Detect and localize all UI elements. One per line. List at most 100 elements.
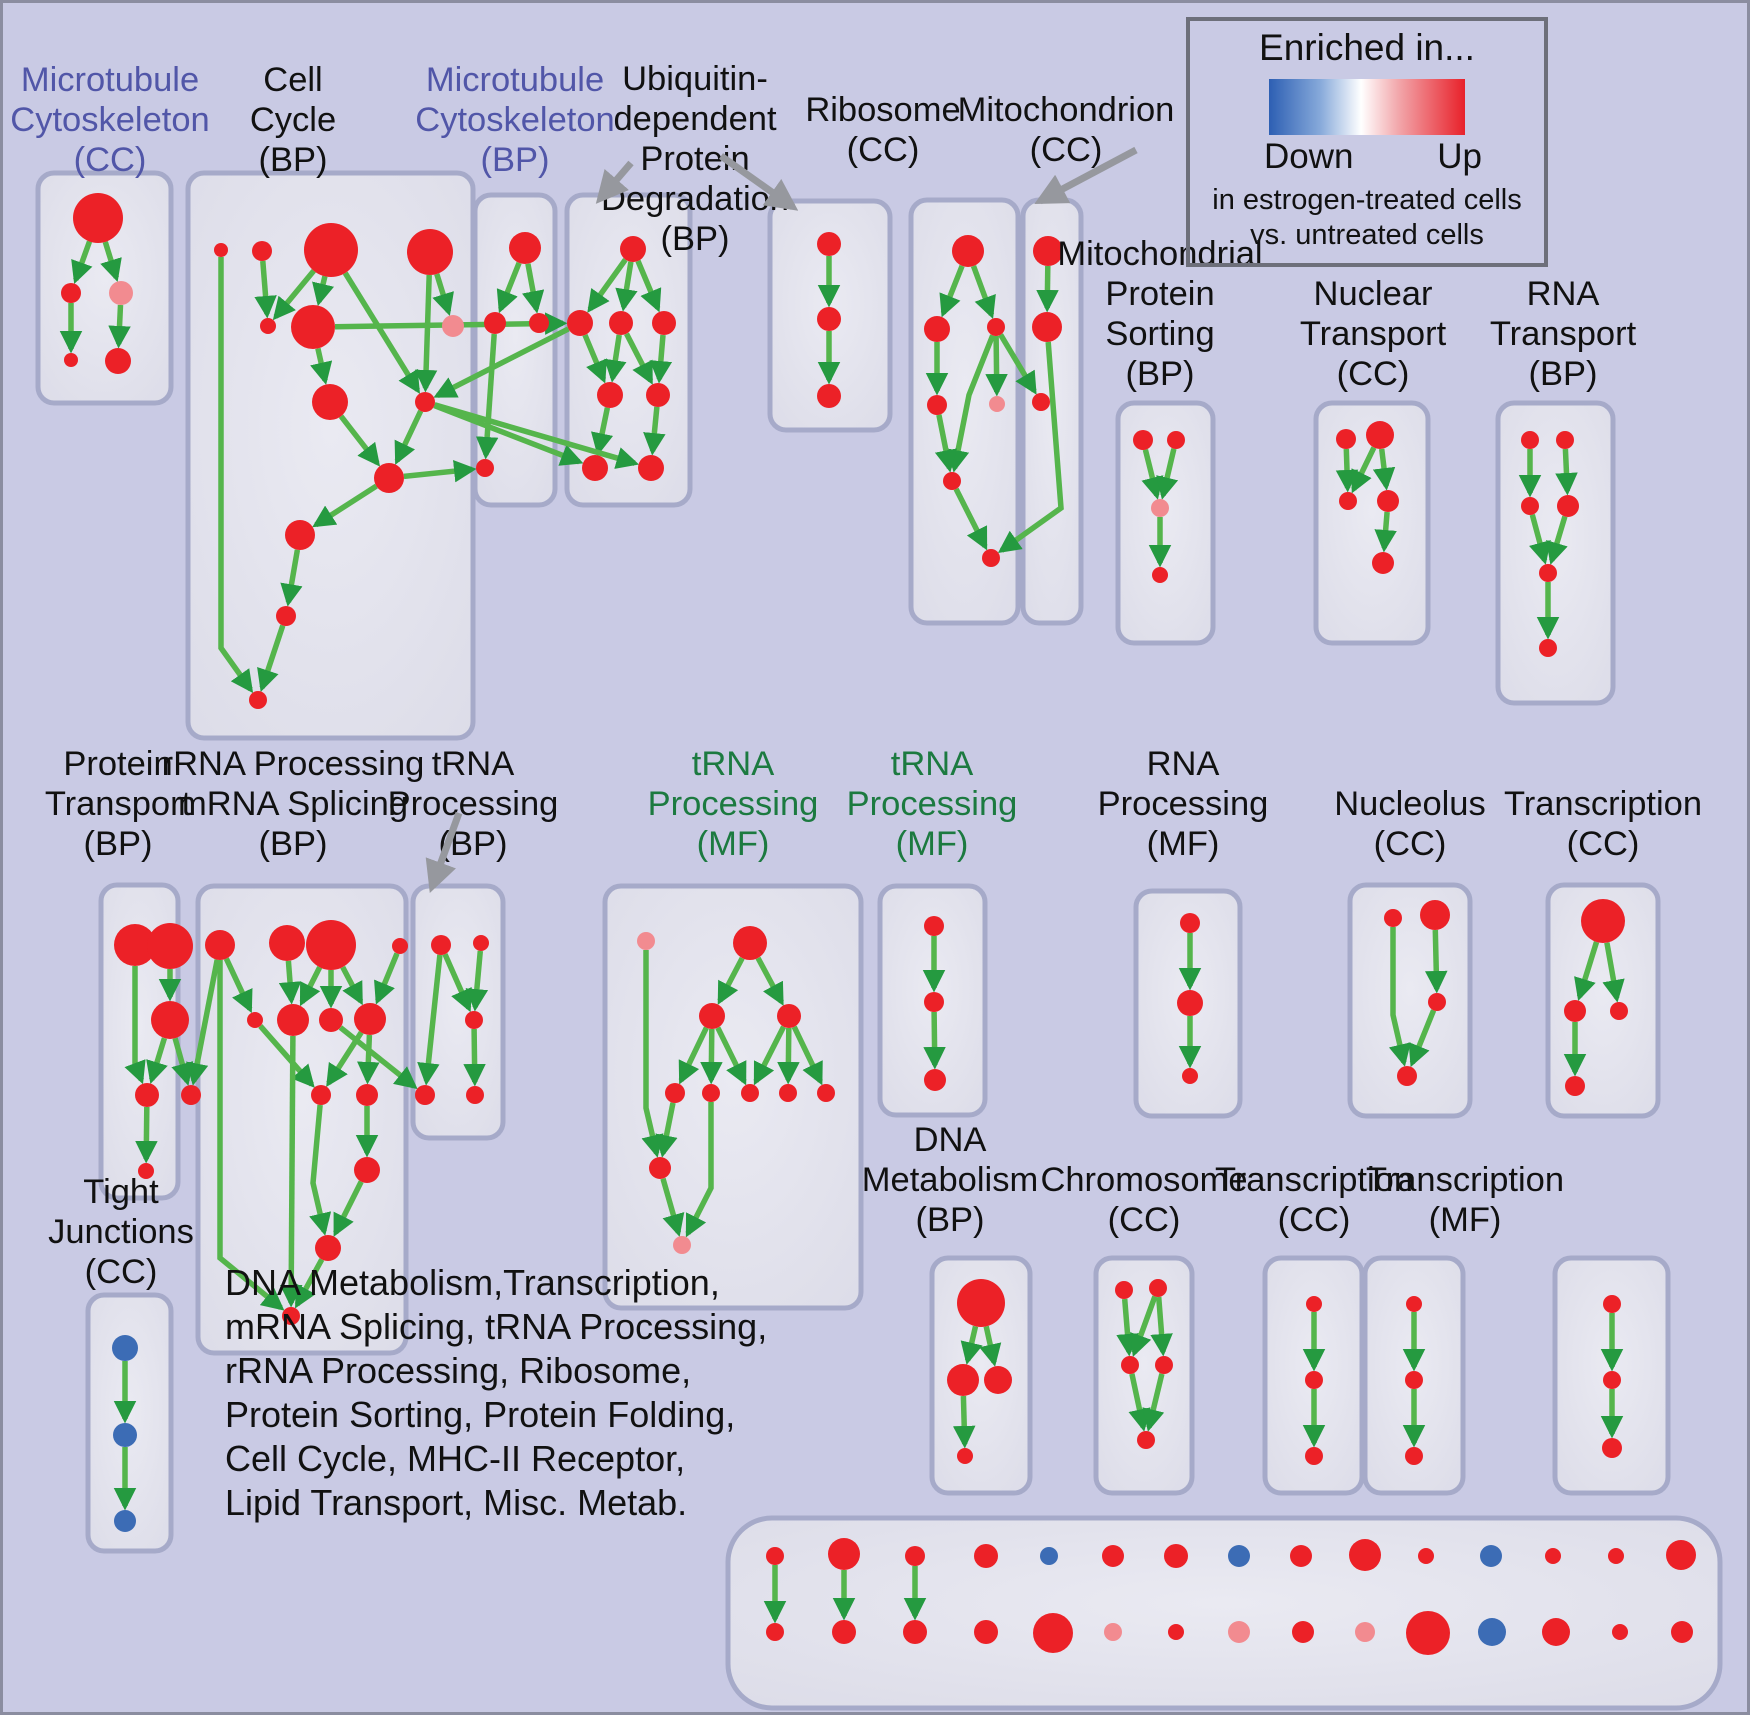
misc-note-line: mRNA Splicing, tRNA Processing, [225,1306,768,1347]
edge-arrow [939,264,965,318]
go-node-trna-processing-mf-1-10 [673,1236,691,1254]
go-node-microtubule-bp-0 [509,232,541,264]
cluster-label-transcription-cc-lower-line0: Transcription [1215,1161,1413,1199]
go-node-trna-processing-mf-2-1 [924,992,944,1012]
edge-arrow [1351,446,1377,494]
cluster-label-trna-processing-bp-line0: tRNA [432,745,514,783]
edge-arrow [475,333,499,460]
go-node-ubiquitin-degradation-b-2 [817,384,841,408]
cluster-label-microtubule-cc-line1: Cytoskeleton [10,101,209,139]
legend-title: Enriched in... [1259,27,1475,68]
go-node-mixed-strip-29 [1671,1621,1693,1643]
cluster-label-rna-transport-line0: RNA [1527,275,1600,313]
go-node-protein-transport-1 [147,923,193,969]
cluster-label-trna-processing-bp-line1: Processing [388,785,559,823]
go-node-rna-transport-3 [1557,495,1579,517]
edge-arrow [717,956,745,1005]
cluster-label-rrna-processing-mrna-splicing-line2: (BP) [259,825,328,863]
cluster-label-ubiquitin-label-line2: Protein [640,140,749,178]
edge-arrow [272,269,316,321]
go-node-protein-transport-2 [151,1001,189,1039]
go-node-transcription-cc-lower-0 [1306,1296,1322,1312]
go-node-cell-cycle-9 [374,463,404,493]
legend: Enriched in... Down Up in estrogen-treat… [1186,17,1548,267]
go-node-rna-processing-mf-0 [1180,913,1200,933]
go-node-nuclear-transport-2 [1339,492,1357,510]
go-node-cell-cycle-10 [285,520,315,550]
go-node-nucleolus-1 [1420,900,1450,930]
go-node-ribosome-2 [987,318,1005,336]
cluster-label-dna-metabolism-line1: Metabolism [862,1161,1038,1199]
edges [59,240,1625,1624]
go-node-nuclear-transport-3 [1377,490,1399,512]
edge-arrow [643,406,666,456]
go-node-nucleolus-3 [1397,1066,1417,1086]
go-node-cell-cycle-12 [249,691,267,709]
label-pointer-arrow [425,811,463,894]
go-node-trna-processing-mf-1-5 [702,1084,720,1102]
edge-arrow [218,257,254,694]
go-node-nucleolus-0 [1384,909,1402,927]
edge-arrow [442,953,472,1013]
edge-arrow [1425,929,1448,994]
edge-arrow [715,1026,747,1086]
go-node-transcription-mf-lower-2-0 [1603,1295,1621,1313]
edge-arrow [100,241,122,283]
go-node-trna-processing-bp-0 [431,935,451,955]
go-node-trna-processing-mf-2-2 [924,1069,946,1091]
cluster-label-mitochondrion-line0: Mitochondrion [958,91,1175,129]
cluster-label-transcription-mf-lower-line0: Transcription [1366,1161,1564,1199]
edge-arrow [374,952,400,1005]
edge-arrow [660,1177,685,1237]
edge-arrow [342,271,420,394]
go-network-figure: MicrotubuleCytoskeleton(CC)CellCycle(BP)… [10,60,1723,1711]
go-node-rrna-processing-mrna-splicing-10 [354,1157,380,1183]
go-node-cell-cycle-8 [415,392,435,412]
edge-arrow [985,335,1008,397]
go-node-ubiquitin-degradation-a-5 [646,383,670,407]
cluster-label-mitochondrial-protein-sorting-line2: Sorting [1105,315,1214,353]
edge-arrow [655,1102,678,1158]
cluster-label-trna-processing-mf-1-line0: tRNA [692,745,774,783]
go-node-rrna-processing-mrna-splicing-8 [311,1085,331,1105]
cluster-label-rna-transport-line1: Transport [1490,315,1637,353]
cluster-label-cell-cycle-line1: Cycle [250,101,336,139]
legend-endpoints: Down Up [1190,135,1544,177]
cluster-box-mixed-strip [725,1515,1723,1711]
edge-arrow [463,1028,486,1087]
go-node-mitochondrial-protein-sorting-2 [1151,499,1169,517]
cluster-label-ubiquitin-label-line3: Degradation [601,180,789,218]
go-node-mixed-strip-6 [1164,1544,1188,1568]
go-node-rrna-processing-mrna-splicing-4 [247,1012,263,1028]
go-node-rna-transport-1 [1556,431,1574,449]
edge-arrow [997,341,1064,554]
go-node-transcription-cc-lower-2 [1305,1447,1323,1465]
go-node-rrna-processing-mrna-splicing-2 [306,920,356,970]
edge-arrow [649,334,673,384]
cluster-label-rna-processing-mf-line0: RNA [1147,745,1220,783]
edge-arrow [952,1395,976,1449]
go-node-mixed-strip-10 [1418,1548,1434,1564]
go-node-ubiquitin-degradation-a-7 [638,455,664,481]
go-node-trna-processing-mf-1-6 [741,1084,759,1102]
edge-arrow [998,333,1037,395]
go-node-cell-cycle-4 [260,318,276,334]
nodes [61,193,1696,1655]
go-node-mixed-strip-2 [905,1546,925,1566]
edge-arrow [146,1037,168,1085]
misc-note-line: Cell Cycle, MHC-II Receptor, [225,1438,686,1479]
go-node-ubiquitin-degradation-b-0 [817,232,841,256]
go-node-rrna-processing-mrna-splicing-6 [319,1008,343,1032]
cluster-label-ribosome-line0: Ribosome [805,91,960,129]
edge-arrow [254,260,277,319]
edge-arrow [217,960,285,1311]
cluster-label-ubiquitin-label-line1: dependent [613,100,776,138]
cluster-label-microtubule-bp-line2: (BP) [481,141,550,179]
go-node-mixed-strip-11 [1480,1545,1502,1567]
go-node-mixed-strip-24 [1355,1622,1375,1642]
misc-note-line: rRNA Processing, Ribosome, [225,1350,692,1391]
edge-arrow [1128,1373,1151,1432]
go-node-chromosome-2 [1121,1356,1139,1374]
cluster-box-mitochondrial-protein-sorting [1115,400,1216,646]
